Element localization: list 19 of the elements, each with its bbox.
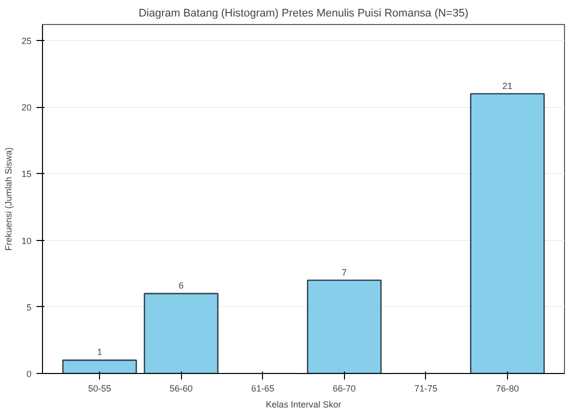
y-tick-label: 0 xyxy=(26,369,32,379)
y-axis-title: Frekuensi (Jumlah Siswa) xyxy=(3,147,14,251)
y-tick-label: 20 xyxy=(21,102,32,113)
x-tick-label: 56-60 xyxy=(170,384,193,394)
x-tick-label: 76-80 xyxy=(496,384,519,394)
data-label: 1 xyxy=(97,347,102,358)
y-tick-label: 15 xyxy=(21,169,32,180)
x-tick-label: 66-70 xyxy=(332,384,356,394)
y-tick-label: 25 xyxy=(21,36,32,46)
data-label: 6 xyxy=(178,280,184,291)
x-tick-label: 50-55 xyxy=(88,384,112,394)
y-tick-label: 5 xyxy=(26,302,32,312)
x-tick-label: 71-75 xyxy=(414,384,438,394)
chart-title: Diagram Batang (Histogram) Pretes Menulis Puisi Romansa (N=35) xyxy=(138,8,468,20)
y-tick-label: 10 xyxy=(21,236,32,246)
data-label: 7 xyxy=(342,267,347,278)
data-label: 21 xyxy=(502,80,512,91)
x-tick-label: 61-65 xyxy=(251,384,274,394)
x-axis-title: Kelas Interval Skor xyxy=(266,400,342,410)
